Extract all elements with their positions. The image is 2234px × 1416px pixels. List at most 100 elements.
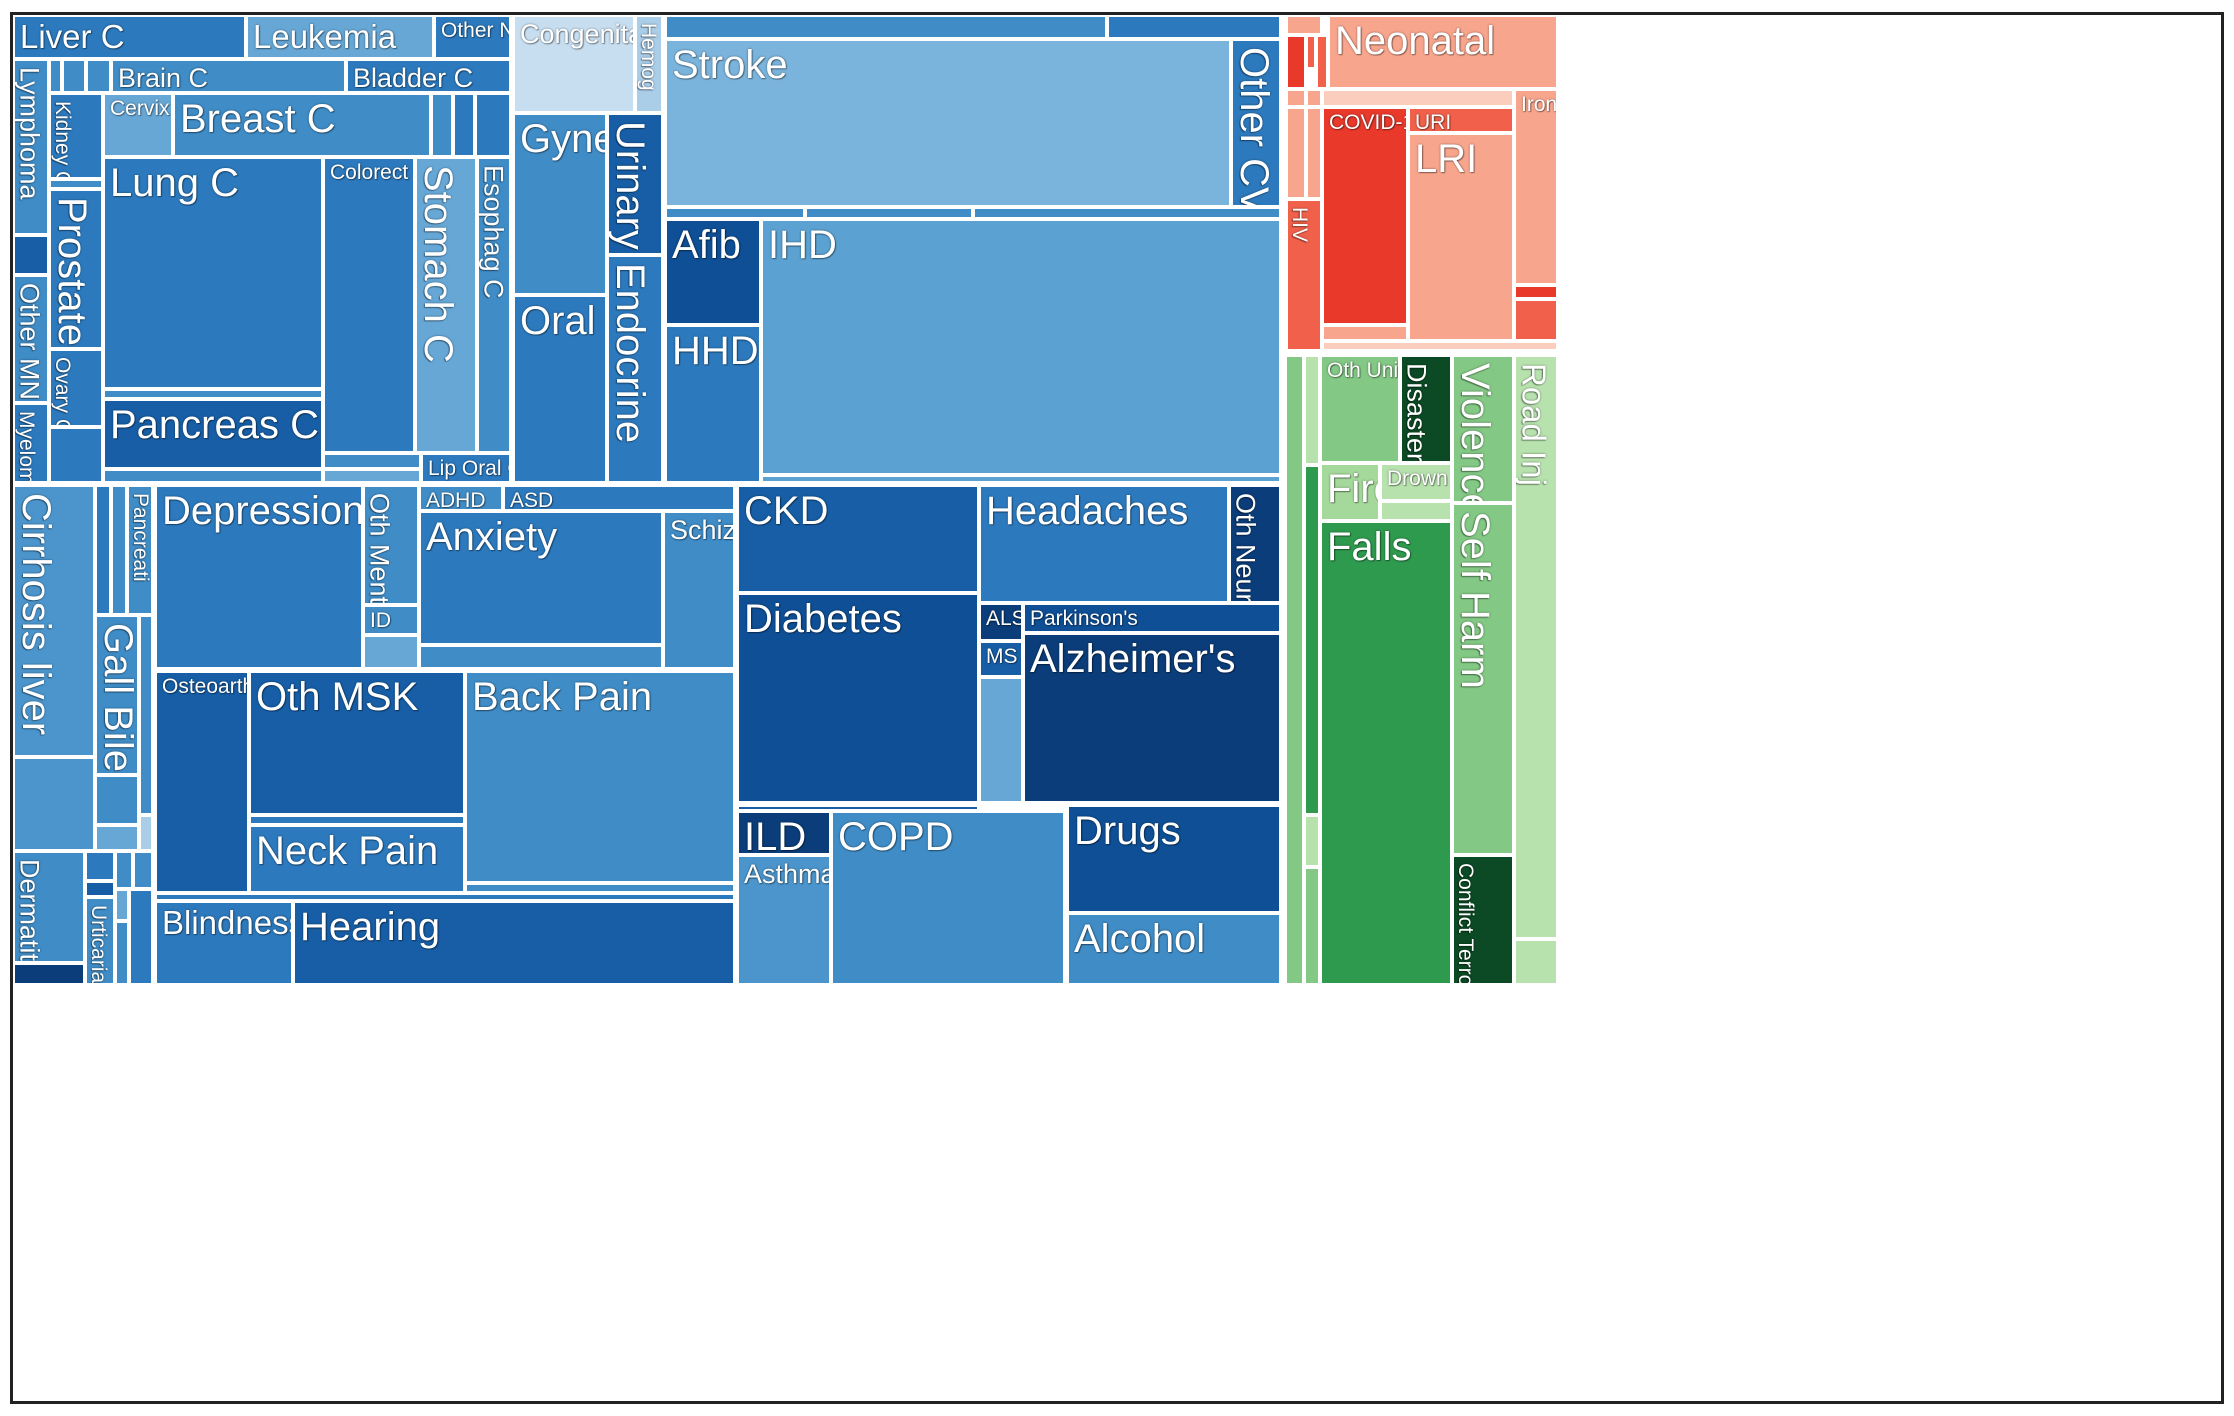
- tile-endocrine[interactable]: Endocrine: [607, 255, 663, 483]
- tile-hiv[interactable]: HIV: [1286, 199, 1322, 351]
- tile-small-neo-h[interactable]: [13, 235, 49, 275]
- tile-ild[interactable]: ILD: [737, 811, 831, 855]
- tile-hhd[interactable]: HHD: [665, 325, 761, 483]
- tile-leukemia[interactable]: Leukemia: [246, 15, 434, 59]
- tile-headaches[interactable]: Headaches: [979, 485, 1229, 603]
- tile-congenital[interactable]: Congenital: [513, 15, 635, 113]
- tile-pancreatitis[interactable]: Pancreati: [127, 485, 153, 615]
- tile-dig-small-g[interactable]: [139, 815, 153, 851]
- tile-small-neo-j[interactable]: [103, 389, 323, 399]
- tile-red-small-f[interactable]: [1306, 89, 1322, 107]
- tile-violence[interactable]: Violence: [1452, 355, 1514, 503]
- tile-red-small-e[interactable]: [1286, 89, 1306, 107]
- tile-depression[interactable]: Depression: [155, 485, 363, 669]
- tile-hearing[interactable]: Hearing: [293, 901, 735, 985]
- tile-asd[interactable]: ASD: [503, 485, 735, 511]
- tile-oral[interactable]: Oral: [513, 295, 607, 483]
- tile-grn-small-b[interactable]: [1304, 355, 1320, 465]
- tile-falls[interactable]: Falls: [1320, 521, 1452, 985]
- tile-ovary-c[interactable]: Ovary C: [49, 349, 103, 427]
- tile-dermatitis[interactable]: Dermatitis: [13, 851, 85, 963]
- tile-pancreas-c[interactable]: Pancreas C: [103, 399, 323, 469]
- tile-other-cvd[interactable]: Other CVD: [1231, 39, 1281, 207]
- tile-drown[interactable]: Drown: [1380, 463, 1452, 501]
- tile-lri[interactable]: LRI: [1408, 133, 1514, 341]
- tile-conflict-terror[interactable]: Conflict Terror: [1452, 855, 1514, 985]
- tile-ms[interactable]: MS: [979, 641, 1023, 677]
- tile-disaster[interactable]: Disaster: [1400, 355, 1452, 463]
- tile-fire[interactable]: Fire: [1320, 463, 1380, 521]
- tile-skin-small-g[interactable]: [115, 921, 129, 985]
- tile-blindness[interactable]: Blindness: [155, 901, 293, 985]
- tile-small-neo-i[interactable]: [49, 427, 103, 483]
- tile-dig-small-c[interactable]: [139, 615, 153, 815]
- tile-small-neo-f[interactable]: [475, 93, 511, 157]
- tile-covid[interactable]: COVID-19: [1322, 107, 1408, 325]
- tile-urticaria[interactable]: Urticaria: [85, 897, 115, 985]
- tile-id[interactable]: ID: [363, 605, 419, 635]
- tile-dig-small-a[interactable]: [95, 485, 111, 615]
- tile-red-small-i[interactable]: [1306, 107, 1322, 199]
- tile-ment-small-a[interactable]: [363, 635, 419, 669]
- tile-grn-small-d[interactable]: [1304, 815, 1320, 867]
- tile-stomach-c[interactable]: Stomach C: [415, 157, 477, 453]
- tile-afib[interactable]: Afib: [665, 219, 761, 325]
- tile-small-neo-g[interactable]: [49, 179, 103, 189]
- tile-prostate-c[interactable]: Prostate C: [49, 189, 103, 349]
- tile-asthma[interactable]: Asthma: [737, 855, 831, 985]
- tile-bladder-c[interactable]: Bladder C: [346, 59, 511, 93]
- tile-cvd-small-b[interactable]: [1107, 15, 1281, 39]
- tile-gyne[interactable]: Gyne: [513, 113, 607, 295]
- tile-gall-bile[interactable]: Gall Bile: [95, 615, 139, 775]
- tile-red-small-g[interactable]: [1322, 89, 1514, 107]
- tile-neck-pain[interactable]: Neck Pain: [249, 825, 465, 893]
- tile-drugs[interactable]: Drugs: [1067, 805, 1281, 913]
- tile-ckd[interactable]: CKD: [737, 485, 979, 593]
- tile-iron[interactable]: Iron: [1514, 89, 1558, 285]
- tile-small-neo-c[interactable]: [86, 59, 111, 93]
- tile-dig-small-d[interactable]: [13, 757, 95, 851]
- tile-uri[interactable]: URI: [1408, 107, 1514, 133]
- tile-red-small-l[interactable]: [1322, 325, 1408, 341]
- tile-osteoarth[interactable]: Osteoarth: [155, 671, 249, 893]
- tile-cervix-c[interactable]: Cervix C: [103, 93, 173, 157]
- tile-oth-neuro[interactable]: Oth Neuro: [1229, 485, 1281, 603]
- tile-diabetes[interactable]: Diabetes: [737, 593, 979, 803]
- tile-grn-small-a[interactable]: [1284, 355, 1304, 985]
- tile-skin-small-b[interactable]: [85, 851, 115, 881]
- tile-lymphoma[interactable]: Lymphoma: [13, 59, 49, 235]
- tile-myeloma[interactable]: Myeloma: [13, 403, 49, 483]
- tile-cvd-small-c[interactable]: [665, 207, 805, 219]
- tile-road-inj[interactable]: Road Inj: [1514, 355, 1558, 939]
- tile-alzheimers[interactable]: Alzheimer's: [1023, 633, 1281, 803]
- tile-copd[interactable]: COPD: [831, 811, 1065, 985]
- tile-dig-small-f[interactable]: [95, 825, 139, 851]
- tile-ihd[interactable]: IHD: [761, 219, 1281, 475]
- tile-other-neo[interactable]: Other Neo: [434, 15, 511, 59]
- tile-grn-small-g[interactable]: [1514, 939, 1558, 985]
- tile-skin-small-d[interactable]: [115, 851, 133, 889]
- tile-skin-small-h[interactable]: [129, 889, 153, 985]
- tile-small-neo-e[interactable]: [453, 93, 475, 157]
- tile-msk-small-b[interactable]: [465, 883, 735, 893]
- tile-small-neo-b[interactable]: [62, 59, 86, 93]
- tile-skin-small-e[interactable]: [133, 851, 153, 889]
- tile-small-neo-l[interactable]: [323, 453, 421, 469]
- tile-breast-c[interactable]: Breast C: [173, 93, 431, 157]
- tile-other-mn[interactable]: Other MN: [13, 275, 49, 403]
- tile-small-neo-a[interactable]: [49, 59, 62, 93]
- tile-als[interactable]: ALS: [979, 603, 1023, 641]
- tile-skin-small-c[interactable]: [85, 881, 115, 897]
- tile-oth-ment[interactable]: Oth Ment: [363, 485, 419, 605]
- tile-lung-c[interactable]: Lung C: [103, 157, 323, 389]
- tile-alcohol[interactable]: Alcohol: [1067, 913, 1281, 985]
- tile-red-small-j[interactable]: [1514, 285, 1558, 299]
- tile-skin-small-f[interactable]: [115, 889, 129, 921]
- tile-red-small-d[interactable]: [1316, 35, 1328, 89]
- tile-red-small-c[interactable]: [1306, 35, 1316, 69]
- tile-msk-small-a[interactable]: [249, 815, 465, 825]
- tile-cvd-small-d[interactable]: [805, 207, 973, 219]
- tile-red-small-m[interactable]: [1322, 341, 1558, 351]
- tile-dig-small-e[interactable]: [95, 775, 139, 825]
- tile-red-small-h[interactable]: [1286, 107, 1306, 199]
